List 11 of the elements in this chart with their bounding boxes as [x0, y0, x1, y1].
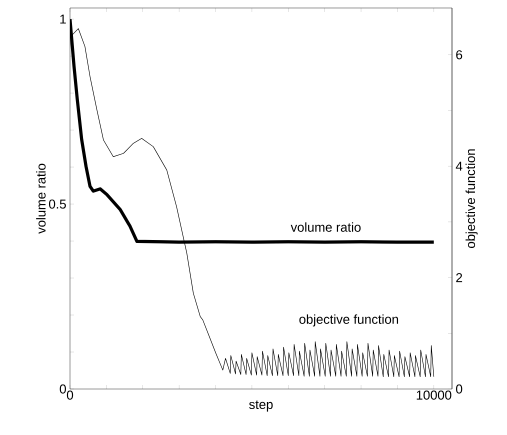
series-label: volume ratio: [290, 222, 361, 232]
y2-tick-label: 2: [456, 273, 462, 282]
y-tick-label: 1: [60, 14, 66, 24]
y2-tick-label: 4: [456, 162, 462, 171]
y-axis-title: volume ratio: [36, 164, 46, 234]
x-axis-title: step: [249, 400, 273, 412]
x-tick-label: 10000: [416, 390, 452, 400]
y-tick-label: 0.5: [48, 199, 66, 209]
y2-axis-title: objective function: [466, 149, 478, 248]
y2-tick-label: 6: [456, 50, 462, 60]
series-label: objective function: [299, 314, 398, 326]
